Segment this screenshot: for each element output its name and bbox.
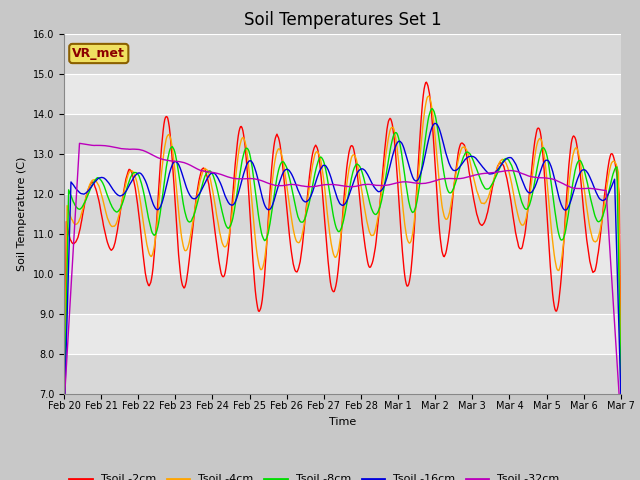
Tsoil -16cm	[214, 174, 221, 180]
Tsoil -2cm	[70, 241, 78, 247]
Tsoil -2cm	[428, 105, 435, 110]
Line: Tsoil -2cm: Tsoil -2cm	[64, 82, 621, 444]
Tsoil -8cm	[214, 187, 221, 193]
Tsoil -4cm	[425, 93, 433, 99]
Tsoil -16cm	[410, 177, 418, 182]
Bar	[64, 313, 621, 354]
Tsoil -32cm	[428, 179, 435, 185]
Text: VR_met: VR_met	[72, 47, 125, 60]
Tsoil -8cm	[410, 209, 418, 215]
Tsoil -2cm	[127, 168, 135, 174]
Bar	[64, 73, 621, 114]
Tsoil -32cm	[128, 146, 136, 152]
Tsoil -2cm	[422, 79, 430, 85]
Tsoil -16cm	[127, 179, 135, 185]
Tsoil -32cm	[185, 161, 193, 167]
Tsoil -8cm	[60, 426, 68, 432]
Bar	[64, 193, 621, 234]
Tsoil -2cm	[410, 229, 418, 235]
Tsoil -2cm	[214, 247, 221, 252]
Line: Tsoil -8cm: Tsoil -8cm	[64, 108, 621, 429]
Tsoil -8cm	[426, 108, 434, 114]
Bar	[64, 154, 621, 193]
Tsoil -4cm	[70, 220, 78, 226]
Tsoil -4cm	[214, 216, 221, 222]
Legend: Tsoil -2cm, Tsoil -4cm, Tsoil -8cm, Tsoil -16cm, Tsoil -32cm: Tsoil -2cm, Tsoil -4cm, Tsoil -8cm, Tsoi…	[65, 470, 564, 480]
Line: Tsoil -16cm: Tsoil -16cm	[64, 123, 621, 426]
Bar	[64, 34, 621, 73]
Bar	[64, 274, 621, 313]
Tsoil -16cm	[431, 120, 439, 126]
Title: Soil Temperatures Set 1: Soil Temperatures Set 1	[244, 11, 441, 29]
Tsoil -16cm	[60, 423, 68, 429]
Tsoil -32cm	[411, 180, 419, 186]
Tsoil -32cm	[617, 418, 625, 423]
Tsoil -32cm	[70, 233, 78, 239]
Line: Tsoil -32cm: Tsoil -32cm	[64, 144, 621, 420]
Tsoil -16cm	[426, 130, 434, 135]
Tsoil -32cm	[60, 404, 68, 410]
Tsoil -8cm	[70, 200, 78, 206]
Bar	[64, 114, 621, 154]
X-axis label: Time: Time	[329, 417, 356, 427]
Tsoil -8cm	[184, 218, 192, 224]
Tsoil -4cm	[184, 244, 192, 250]
Tsoil -8cm	[617, 374, 625, 380]
Tsoil -4cm	[428, 100, 435, 106]
Line: Tsoil -4cm: Tsoil -4cm	[64, 96, 621, 436]
Tsoil -4cm	[127, 168, 135, 174]
Tsoil -16cm	[617, 392, 625, 397]
Bar	[64, 234, 621, 274]
Tsoil -2cm	[60, 442, 68, 447]
Tsoil -4cm	[617, 360, 625, 366]
Bar	[64, 354, 621, 394]
Tsoil -16cm	[70, 183, 78, 189]
Tsoil -32cm	[214, 171, 222, 177]
Tsoil -32cm	[76, 141, 83, 146]
Tsoil -2cm	[617, 357, 625, 362]
Tsoil -4cm	[60, 433, 68, 439]
Tsoil -8cm	[428, 106, 436, 111]
Tsoil -8cm	[127, 173, 135, 179]
Y-axis label: Soil Temperature (C): Soil Temperature (C)	[17, 156, 28, 271]
Tsoil -16cm	[184, 189, 192, 194]
Tsoil -2cm	[184, 268, 192, 274]
Tsoil -4cm	[410, 220, 418, 226]
